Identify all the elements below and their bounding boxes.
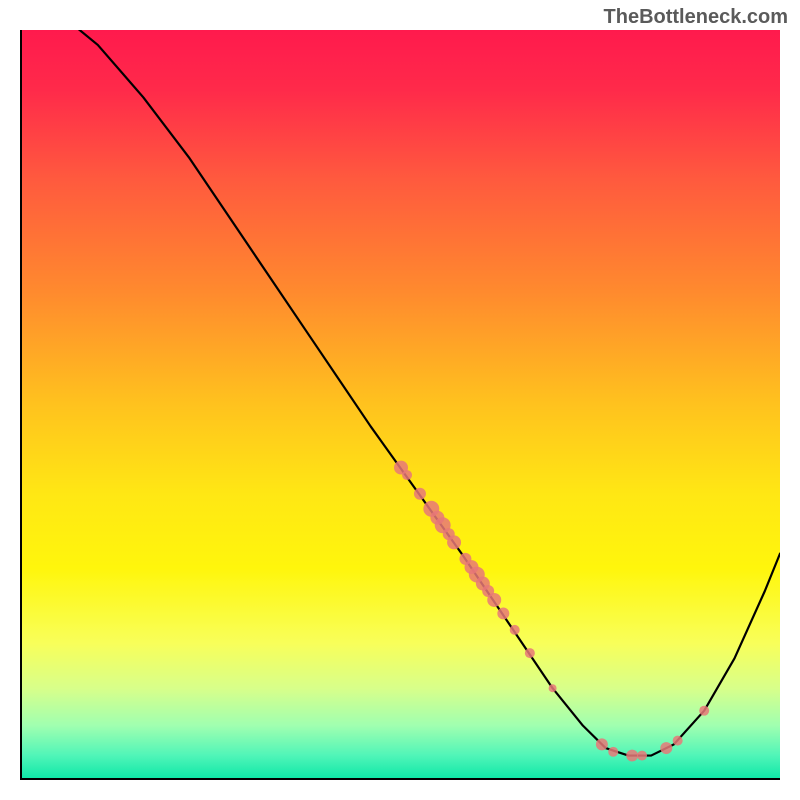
gradient-background xyxy=(22,30,780,778)
scatter-point xyxy=(402,470,412,480)
scatter-point xyxy=(660,742,672,754)
scatter-point xyxy=(525,648,535,658)
scatter-point xyxy=(510,625,520,635)
scatter-point xyxy=(608,747,618,757)
scatter-point xyxy=(487,593,501,607)
scatter-point xyxy=(414,488,426,500)
scatter-point xyxy=(637,751,647,761)
watermark-text: TheBottleneck.com xyxy=(604,6,788,29)
chart-container: TheBottleneck.com xyxy=(0,0,800,800)
plot-area xyxy=(20,30,780,780)
scatter-point xyxy=(447,535,461,549)
plot-svg xyxy=(22,30,780,778)
scatter-point xyxy=(699,706,709,716)
scatter-point xyxy=(596,738,608,750)
scatter-point xyxy=(497,607,509,619)
scatter-point xyxy=(626,750,638,762)
scatter-point xyxy=(549,684,557,692)
scatter-point xyxy=(673,736,683,746)
